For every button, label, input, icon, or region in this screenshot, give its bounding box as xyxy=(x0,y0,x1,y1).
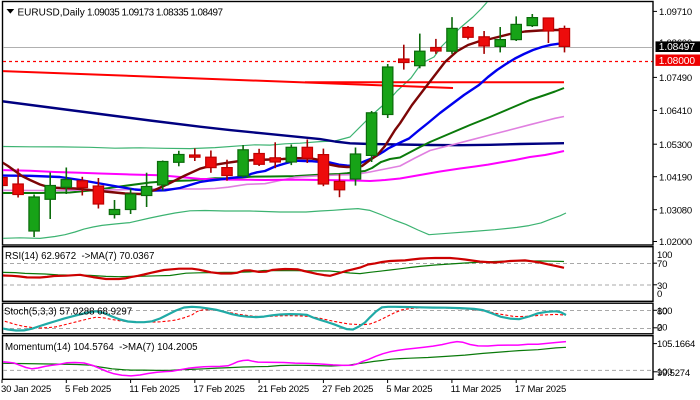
svg-text:1.09035 1.09173 1.08335 1.0849: 1.09035 1.09173 1.08335 1.08497 xyxy=(87,7,223,18)
svg-text:100: 100 xyxy=(657,250,672,261)
svg-text:30 Jan 2025: 30 Jan 2025 xyxy=(1,384,51,395)
svg-text:1.02000: 1.02000 xyxy=(659,237,692,248)
svg-text:1.07490: 1.07490 xyxy=(659,73,692,84)
svg-text:11 Feb 2025: 11 Feb 2025 xyxy=(129,384,179,395)
svg-text:EURUSD,Daily: EURUSD,Daily xyxy=(18,7,85,18)
svg-text:1.04190: 1.04190 xyxy=(659,172,692,183)
svg-text:1.03080: 1.03080 xyxy=(659,205,692,216)
svg-text:1.09710: 1.09710 xyxy=(659,7,692,18)
svg-text:Momentum(14) 104.5764 ->MA(7): Momentum(14) 104.5764 ->MA(7) 104.2005 xyxy=(5,342,198,353)
svg-text:17 Feb 2025: 17 Feb 2025 xyxy=(194,384,245,395)
svg-text:1.05300: 1.05300 xyxy=(659,140,692,151)
svg-text:105.1664: 105.1664 xyxy=(657,339,695,350)
svg-text:20: 20 xyxy=(657,322,667,333)
svg-text:5 Feb 2025: 5 Feb 2025 xyxy=(65,384,111,395)
svg-text:5 Mar 2025: 5 Mar 2025 xyxy=(386,384,432,395)
svg-text:RSI(14) 62.9672 ->MA(7) 70.03: RSI(14) 62.9672 ->MA(7) 70.0367 xyxy=(5,251,154,262)
svg-text:1.08000: 1.08000 xyxy=(659,56,696,67)
svg-text:21 Feb 2025: 21 Feb 2025 xyxy=(258,384,309,395)
svg-text:99.5274: 99.5274 xyxy=(657,368,690,379)
svg-text:80: 80 xyxy=(657,306,667,317)
svg-text:100: 100 xyxy=(657,367,672,378)
svg-text:1.06410: 1.06410 xyxy=(659,106,692,117)
svg-text:Stoch(5,3,3) 57.0288 68.9297: Stoch(5,3,3) 57.0288 68.9297 xyxy=(4,307,132,318)
svg-text:11 Mar 2025: 11 Mar 2025 xyxy=(451,384,501,395)
svg-text:17 Mar 2025: 17 Mar 2025 xyxy=(515,384,566,395)
svg-text:1.08497: 1.08497 xyxy=(659,42,696,53)
svg-text:27 Feb 2025: 27 Feb 2025 xyxy=(322,384,373,395)
svg-text:0: 0 xyxy=(657,289,662,300)
svg-text:70: 70 xyxy=(657,259,667,270)
svg-text:0: 0 xyxy=(657,323,662,334)
svg-text:100: 100 xyxy=(657,306,672,317)
svg-text:30: 30 xyxy=(657,281,667,292)
